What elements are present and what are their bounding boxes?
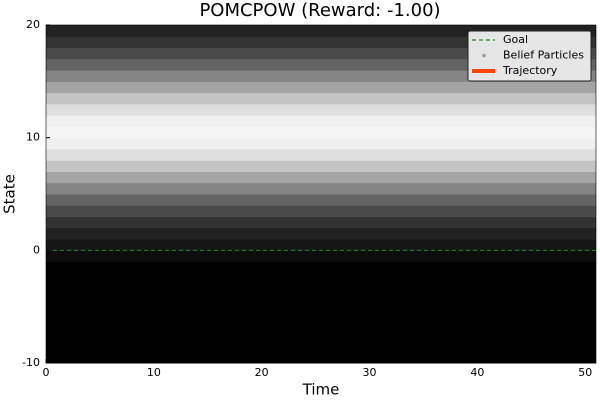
y-tick-label: 10 xyxy=(26,131,40,144)
heatmap-cell xyxy=(46,239,596,251)
heatmap-cell xyxy=(46,126,596,139)
heatmap-cell xyxy=(46,58,596,71)
heatmap-cell xyxy=(46,284,596,296)
heatmap-cell xyxy=(46,205,596,218)
x-axis-label: Time xyxy=(302,381,340,399)
heatmap-cell xyxy=(46,329,596,341)
legend-label: Trajectory xyxy=(502,64,558,77)
y-tick-label: 20 xyxy=(26,18,40,31)
plot-frame xyxy=(45,24,597,364)
heatmap-cell xyxy=(46,148,596,161)
x-tick-label: 0 xyxy=(43,366,50,379)
x-tick-label: 10 xyxy=(147,366,161,379)
heatmap-cell xyxy=(46,103,596,116)
heatmap-cell xyxy=(46,306,596,319)
heatmap-cell xyxy=(46,182,596,195)
heatmap-cell xyxy=(46,317,596,330)
heatmap-cell xyxy=(46,160,596,172)
legend-box xyxy=(467,30,592,82)
heatmap-cell xyxy=(46,81,596,94)
heatmap-cell xyxy=(46,272,596,285)
heatmap-cell xyxy=(46,250,596,263)
y-tick-label: -10 xyxy=(22,356,40,369)
y-tick-label: 0 xyxy=(33,243,40,256)
heatmap-cell xyxy=(46,137,596,150)
heatmap-cell xyxy=(46,92,596,105)
x-tick-label: 40 xyxy=(470,366,484,379)
x-tick-label: 20 xyxy=(255,366,269,379)
x-tick-label: 50 xyxy=(578,366,592,379)
x-tick-label: 30 xyxy=(363,366,377,379)
legend-marker xyxy=(482,53,486,58)
heatmap-cell xyxy=(46,340,596,353)
heatmap-cell xyxy=(46,295,596,308)
heatmap-cell xyxy=(46,115,596,127)
heatmap-cell xyxy=(46,194,596,206)
heatmap-cell xyxy=(46,70,596,82)
heatmap-cell xyxy=(46,351,596,364)
legend-label: Belief Particles xyxy=(503,49,584,62)
legend-label: Goal xyxy=(503,33,528,46)
heatmap-cell xyxy=(46,227,596,240)
chart-title: POMCPOW (Reward: -1.00) xyxy=(199,0,440,21)
heatmap-cell xyxy=(46,25,596,37)
heatmap-cell xyxy=(46,47,596,60)
heatmap-cell xyxy=(46,171,596,184)
heatmap-cell xyxy=(46,216,596,229)
heatmap-cell xyxy=(46,36,596,49)
y-axis-label: State xyxy=(1,174,19,214)
heatmap-cell xyxy=(46,261,596,274)
